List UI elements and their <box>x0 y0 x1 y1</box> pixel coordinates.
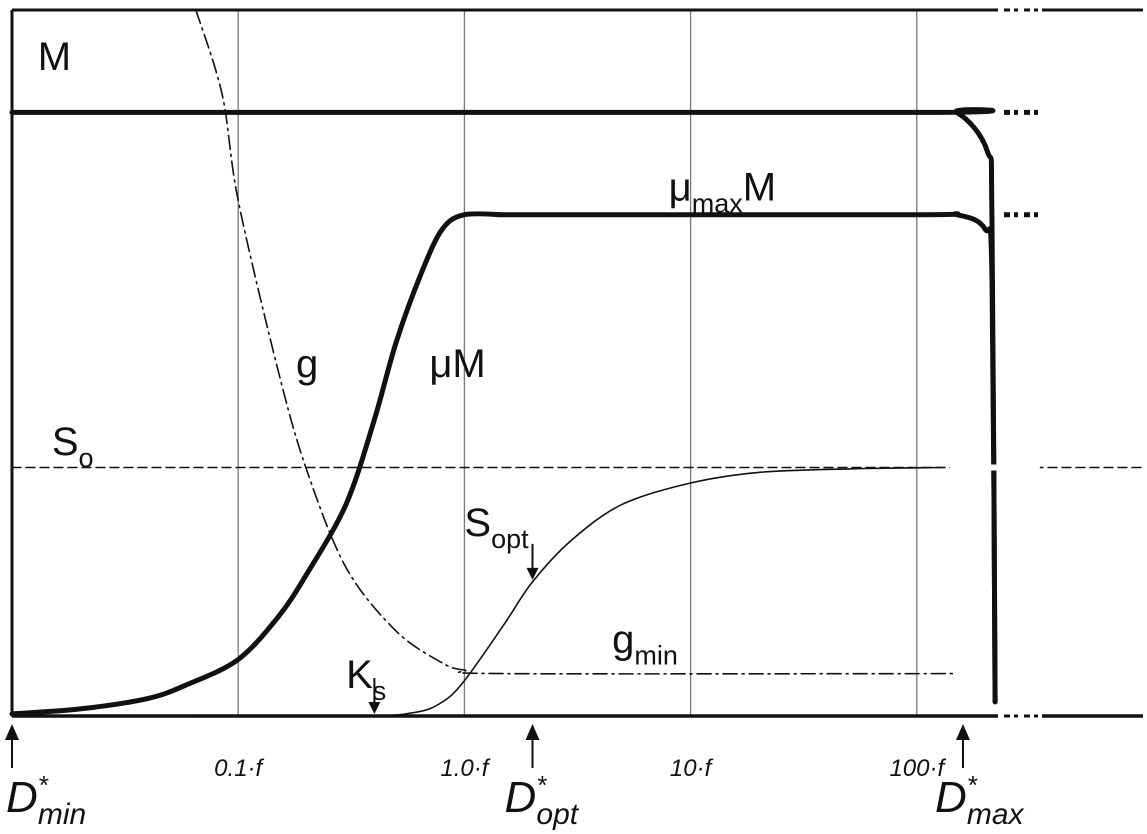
series-maxm-line <box>9 211 998 717</box>
pointer-sopt-head <box>526 567 539 580</box>
break-gap-s0 <box>949 464 1040 471</box>
tick-label-0-1-f: 0.1·f <box>214 755 264 782</box>
pointer-sopt <box>526 543 539 580</box>
marker-d-min: D* min <box>5 724 86 831</box>
curve-label-sopt: Sopt <box>464 501 529 554</box>
series-m-line <box>9 107 998 705</box>
marker-d-opt: D* opt <box>504 724 580 831</box>
curve-label-g: g <box>296 342 318 386</box>
tick-label-1-0-f: 1.0·f <box>440 755 490 782</box>
curves <box>9 9 1144 718</box>
marker-d-max: D* max <box>935 724 1025 831</box>
break-gap-2 <box>998 209 1042 220</box>
series-s-line <box>11 466 944 718</box>
tick-label-10-f: 10·f <box>670 755 714 782</box>
curve-label-maxm: μmaxM <box>669 166 776 219</box>
grid <box>237 10 918 716</box>
axis-markers: D* min D* opt D* max <box>5 724 1025 831</box>
marker-opt-head <box>525 724 540 740</box>
series-g-line <box>195 9 958 675</box>
marker-max-head <box>955 724 970 740</box>
curve-label-so: So <box>52 420 94 473</box>
tick-label-100-f: 100·f <box>889 755 946 782</box>
marker-label-min: D* min <box>6 770 86 831</box>
marker-min-head <box>5 724 19 740</box>
tick-labels: 0.1·f 1.0·f 10·f 100·f <box>214 755 946 782</box>
pointer-ks <box>368 678 381 714</box>
plot-frame <box>10 8 1143 718</box>
marker-label-opt: D* opt <box>504 770 579 831</box>
break-gap-0 <box>998 5 1042 15</box>
pointer-ks-head <box>368 702 381 714</box>
marker-label-max: D* max <box>935 770 1025 831</box>
axis-break <box>949 5 1042 721</box>
curve-label-ks: Ks <box>346 653 386 706</box>
curve-label-m: M <box>38 35 71 79</box>
break-gap-1 <box>998 107 1042 118</box>
break-gap-3 <box>998 711 1042 721</box>
curve-label-gmin: gmin <box>612 617 678 670</box>
overlay <box>949 5 1042 721</box>
curve-label-m: μM <box>429 342 485 386</box>
